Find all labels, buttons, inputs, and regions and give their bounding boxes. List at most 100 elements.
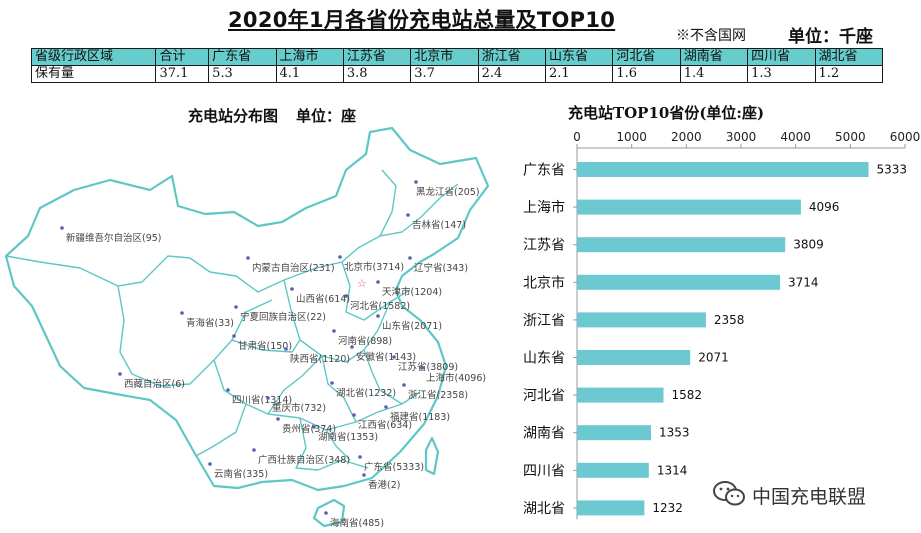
table-cell: 四川省 — [747, 48, 816, 66]
map-outline — [4, 126, 490, 528]
bar-value-label: 2358 — [714, 313, 745, 327]
note-text: ※不含国网 — [676, 28, 746, 44]
bar — [577, 312, 706, 328]
map-dot — [234, 305, 238, 309]
table-cell: 1.6 — [612, 65, 681, 83]
bars: 5333 4096 3809 3714 2358 2071 1582 1353 1314 1232 — [577, 162, 908, 516]
bar-value-label: 1353 — [659, 426, 690, 440]
map-region-label: 河南省(898) — [338, 335, 392, 347]
map-dot — [284, 347, 288, 351]
map-border — [267, 355, 323, 415]
map-taiwan-outline — [424, 436, 440, 476]
map-dot — [290, 287, 294, 291]
map-region-label: 内蒙古自治区(231) — [252, 262, 335, 274]
bar — [577, 237, 786, 253]
map-dot — [344, 294, 348, 298]
x-tick-label: 0 — [573, 130, 581, 144]
bar-value-label: 3714 — [788, 275, 819, 289]
bar-value-label: 3809 — [793, 238, 824, 252]
map-region-label: 新疆维吾尔自治区(95) — [66, 232, 162, 244]
map-border — [363, 349, 403, 405]
chart-title: 充电站TOP10省份(单位:座) — [568, 104, 764, 122]
map-region-label: 香港(2) — [368, 479, 400, 491]
map-region-label: 广东省(5333) — [364, 461, 424, 473]
table-cell: 1.4 — [679, 65, 749, 83]
map-dot — [408, 256, 412, 260]
y-category-label: 四川省 — [523, 463, 565, 479]
map-dot — [352, 413, 356, 417]
map-dot — [226, 388, 230, 392]
bar-value-label: 5333 — [877, 163, 908, 177]
x-tick-label: 2000 — [671, 130, 702, 144]
map-dot — [376, 280, 380, 284]
map-dot — [420, 366, 424, 370]
map-region-label: 吉林省(147) — [412, 219, 466, 231]
map-title: 充电站分布图 单位：座 — [188, 105, 356, 126]
bar — [577, 462, 649, 478]
map-dot — [414, 180, 418, 184]
map-border — [295, 417, 369, 471]
map-region-label: 广西壮族自治区(348) — [258, 454, 350, 466]
map-dot — [324, 511, 328, 515]
table-cell: 2.1 — [544, 65, 614, 83]
y-category-label: 广东省 — [523, 163, 565, 179]
unit-text: 单位：千座 — [788, 27, 873, 47]
map-border — [213, 359, 421, 431]
map-region-label: 安徽省(1143) — [356, 351, 416, 363]
map-hainan-outline — [312, 498, 346, 528]
map-border — [195, 403, 247, 457]
map-dot — [332, 329, 336, 333]
bar-value-label: 1314 — [657, 463, 688, 477]
map-dot — [276, 417, 280, 421]
map-region-label: 贵州省(374) — [282, 423, 336, 435]
y-category-label: 上海市 — [523, 199, 565, 216]
x-tick-label: 5000 — [835, 130, 866, 144]
map-region-label: 河北省(1582) — [350, 300, 410, 312]
watermark-text: 中国充电联盟 — [752, 486, 867, 508]
map-dot — [330, 381, 334, 385]
map-region-label: 天津市(1204) — [382, 286, 442, 298]
table-cell: 浙江省 — [477, 48, 547, 66]
map-region-label: 辽宁省(343) — [414, 262, 468, 274]
table-row-label: 保有量 — [30, 65, 157, 83]
table-row: 保有量 37.1 5.3 4.1 3.8 3.7 2.4 2.1 1.6 1.4… — [30, 65, 883, 83]
x-tick-label: 6000 — [890, 130, 921, 144]
table-cell: 山东省 — [544, 48, 614, 66]
map-region-label: 西藏自治区(6) — [124, 378, 185, 390]
map-region-label: 甘肃省(150) — [238, 340, 292, 352]
summary-table: 省级行政区域 合计 广东省 上海市 江苏省 北京市 浙江省 山东省 河北省 湖南… — [30, 48, 883, 83]
page-title: 2020年1月各省份充电站总量及TOP10 — [228, 8, 616, 32]
map-region-label: 青海省(33) — [186, 317, 234, 329]
table-cell: 1.2 — [814, 65, 883, 83]
map-region-label: 上海市(4096) — [426, 372, 486, 384]
x-tick-label: 3000 — [726, 130, 757, 144]
map-dot — [350, 345, 354, 349]
bar-value-label: 2071 — [698, 351, 729, 365]
table-cell: 湖北省 — [814, 48, 883, 66]
table-header-row: 省级行政区域 合计 广东省 上海市 江苏省 北京市 浙江省 山东省 河北省 湖南… — [30, 48, 883, 66]
china-map: 黑龙江省(205) 吉林省(147) 辽宁省(343) 新疆维吾尔自治区(95) 内蒙古… — [4, 126, 490, 529]
map-dot — [266, 396, 270, 400]
map-region-label: 湖北省(1232) — [336, 387, 396, 399]
map-region-label: 黑龙江省(205) — [416, 186, 480, 198]
map-dot — [118, 372, 122, 376]
map-region-label: 海南省(485) — [330, 517, 384, 529]
map-dot — [406, 213, 410, 217]
map-region-label: 山西省(614) — [296, 293, 350, 305]
map-dot — [358, 455, 362, 459]
map-region-label: 云南省(335) — [214, 468, 268, 480]
y-category-label: 北京市 — [523, 274, 565, 291]
map-dot — [246, 256, 250, 260]
table-cell: 1.3 — [747, 65, 816, 83]
bar — [577, 500, 645, 516]
map-dot — [312, 425, 316, 429]
map-region-label: 福建省(1183) — [390, 411, 450, 423]
bar — [577, 387, 664, 403]
map-dot — [362, 473, 366, 477]
y-category-label: 河北省 — [523, 388, 565, 404]
x-tick-label: 1000 — [616, 130, 647, 144]
y-category-label: 湖南省 — [523, 426, 565, 442]
map-title-text: 充电站分布图 — [188, 107, 279, 125]
map-region-label: 江西省(634) — [358, 419, 412, 431]
y-category-label: 湖北省 — [523, 501, 565, 517]
